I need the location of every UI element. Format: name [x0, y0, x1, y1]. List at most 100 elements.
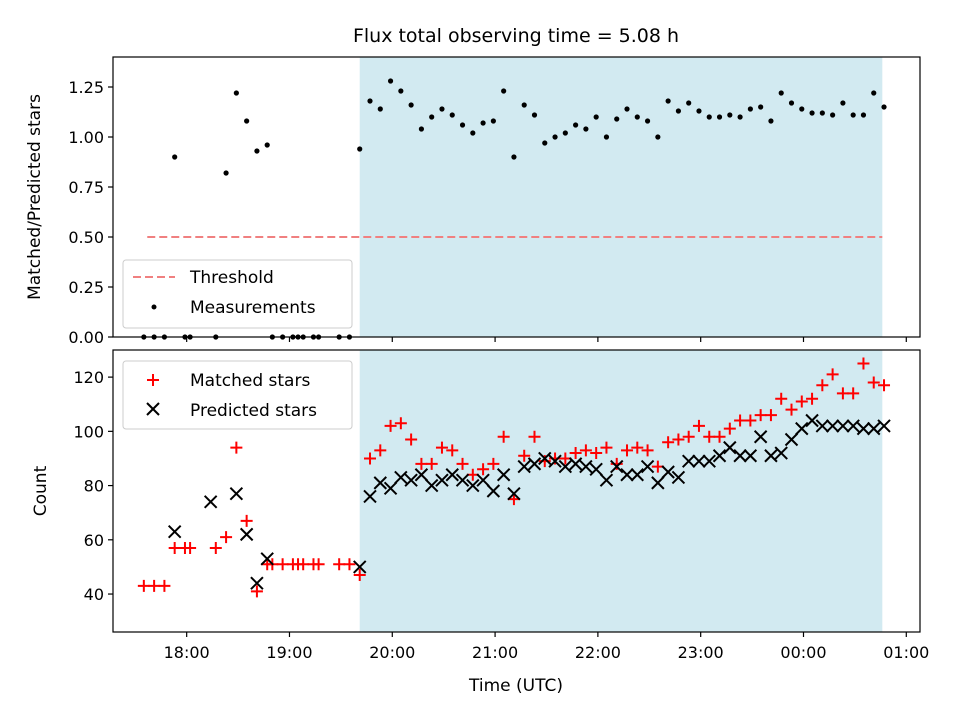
matched-star-point — [754, 409, 767, 422]
predicted-star-point — [805, 413, 819, 428]
bottom-y-tick-label: 80 — [84, 477, 104, 496]
matched-star-point — [775, 392, 788, 405]
matched-star-point — [477, 463, 490, 476]
measurement-point — [521, 102, 527, 108]
matched-star-point — [806, 392, 819, 405]
measurement-point — [244, 118, 250, 124]
bottom-observing-window — [359, 350, 883, 632]
measurement-point — [573, 122, 579, 128]
matched-star-point — [579, 444, 592, 457]
x-tick-label: 22:00 — [575, 643, 621, 662]
predicted-star-point — [435, 473, 449, 487]
predicted-star-point — [856, 421, 871, 436]
matched-star-point — [826, 368, 839, 381]
measurement-point — [860, 112, 867, 118]
top-y-tick-label: 1.25 — [68, 78, 104, 97]
predicted-star-point — [723, 440, 737, 455]
measurement-point — [439, 106, 445, 112]
measurements-legend-label: Measurements — [190, 298, 316, 318]
measurement-point — [552, 134, 558, 140]
measurement-point — [542, 140, 548, 146]
top-x-axis-ticks — [186, 337, 907, 342]
measurement-point — [398, 88, 404, 94]
threshold-legend-label: Threshold — [189, 268, 274, 288]
predicted-star-point — [630, 468, 645, 482]
measurement-point — [686, 100, 692, 106]
measurement-point — [480, 120, 486, 126]
measurement-point — [562, 130, 568, 136]
measurement-point — [809, 110, 815, 116]
predicted-star-point — [496, 468, 511, 482]
predicted-star-point — [825, 419, 840, 433]
measurement-point — [871, 90, 877, 96]
matched-star-point — [209, 541, 222, 554]
predicted-star-point — [836, 419, 850, 433]
predicted-star-point — [507, 487, 521, 501]
predicted-star-point — [702, 454, 716, 468]
predicted-star-point — [558, 459, 573, 474]
matched-star-point — [220, 531, 233, 544]
predicted-star-point — [640, 459, 655, 474]
predicted-star-point — [260, 552, 274, 566]
measurement-point — [233, 90, 239, 96]
matched-star-point — [497, 430, 510, 443]
matched-star-point — [343, 558, 356, 571]
predicted-star-point — [774, 446, 788, 460]
predicted-star-point — [394, 470, 408, 485]
matched-star-point — [435, 441, 448, 454]
measurement-point — [788, 100, 795, 106]
matched-star-point — [184, 541, 197, 554]
x-tick-label: 18:00 — [164, 643, 210, 662]
measurement-point — [696, 108, 702, 114]
measurement-point — [778, 90, 784, 96]
matched-star-point — [415, 457, 428, 470]
x-tick-label: 00:00 — [780, 643, 826, 662]
matched-star-point — [230, 441, 243, 454]
predicted-star-point — [424, 478, 439, 493]
predicted-star-point — [712, 449, 727, 463]
measurement-point — [747, 106, 753, 112]
matched-star-point — [240, 514, 253, 527]
measurement-point — [429, 114, 435, 120]
predicted-star-point — [167, 524, 182, 539]
top-panel: Flux total observing time = 5.08 h 0.000… — [25, 25, 921, 347]
measurement-point — [655, 134, 661, 140]
predicted-star-point — [363, 489, 377, 504]
top-y-tick-label: 0.00 — [68, 328, 104, 347]
matched-legend-swatch — [147, 374, 159, 386]
measurement-point — [511, 154, 517, 160]
measurement-point — [737, 114, 743, 120]
matched-star-point — [158, 579, 171, 592]
bottom-y-axis-ticks: 40 60 80 100 120 — [73, 368, 113, 604]
predicted-star-point — [784, 432, 799, 447]
top-shaded-region — [359, 57, 883, 337]
bottom-shaded-region — [359, 350, 883, 632]
predicted-star-point — [681, 454, 696, 468]
top-y-axis-label: Matched/Predicted stars — [25, 94, 45, 300]
measurement-point — [624, 106, 630, 112]
bottom-legend: Matched stars Predicted stars — [122, 360, 353, 430]
predicted-star-point — [486, 484, 501, 498]
measurements-legend-swatch — [151, 304, 157, 310]
matched-star-point — [364, 452, 377, 465]
predicted-star-point — [250, 576, 264, 590]
measurement-point — [172, 154, 178, 160]
bottom-plot-frame — [112, 349, 921, 633]
matched-star-point — [168, 541, 181, 554]
x-tick-label: 19:00 — [266, 643, 312, 662]
measurement-point — [254, 148, 260, 154]
matched-star-point — [600, 441, 613, 454]
predicted-star-point — [579, 459, 593, 474]
matched-star-point — [662, 436, 675, 449]
bottom-y-tick-label: 60 — [84, 531, 104, 550]
top-y-tick-label: 0.50 — [68, 228, 104, 247]
measurement-point — [881, 104, 887, 110]
predicted-star-point — [671, 470, 686, 485]
predicted-star-point — [867, 421, 881, 436]
matched-star-point — [250, 585, 263, 598]
measurement-point — [418, 126, 425, 132]
matched-star-point — [744, 414, 757, 427]
matched-star-point — [405, 433, 418, 446]
matched-star-point — [723, 422, 736, 435]
measurement-point — [490, 118, 496, 124]
